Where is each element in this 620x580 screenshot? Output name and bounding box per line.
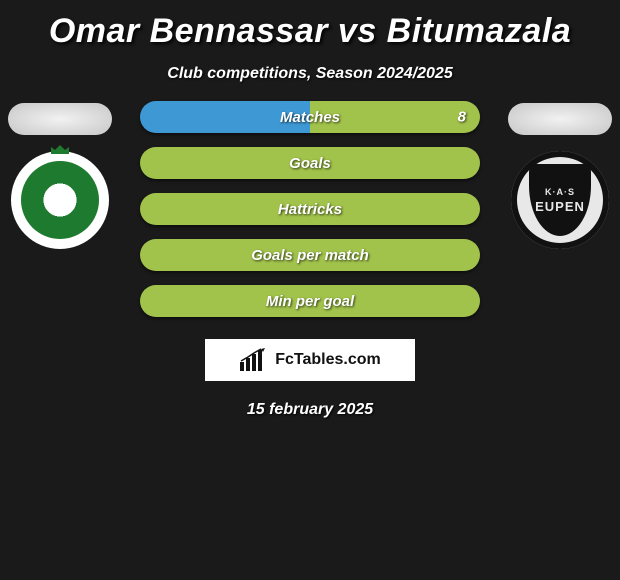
player-right-column: K·A·S EUPEN bbox=[500, 99, 620, 249]
club-badge-right-line2: EUPEN bbox=[535, 199, 585, 214]
player-left-column bbox=[0, 99, 120, 249]
club-badge-right-line1: K·A·S bbox=[545, 187, 575, 197]
branding-box: FcTables.com bbox=[205, 339, 415, 381]
footer-date: 15 february 2025 bbox=[0, 401, 620, 419]
stat-label-mpg: Min per goal bbox=[266, 293, 354, 310]
crown-icon bbox=[49, 143, 71, 155]
branding-text: FcTables.com bbox=[275, 351, 381, 369]
subtitle: Club competitions, Season 2024/2025 bbox=[0, 65, 620, 83]
stat-row-gpm: Goals per match bbox=[140, 239, 480, 271]
stat-row-matches: Matches 8 bbox=[140, 101, 480, 133]
comparison-arena: K·A·S EUPEN Matches 8 Goals Hattricks Go… bbox=[0, 99, 620, 317]
club-badge-left bbox=[11, 151, 109, 249]
page-title: Omar Bennassar vs Bitumazala bbox=[0, 0, 620, 51]
stat-label-gpm: Goals per match bbox=[251, 247, 369, 264]
stat-row-mpg: Min per goal bbox=[140, 285, 480, 317]
stat-row-goals: Goals bbox=[140, 147, 480, 179]
club-badge-left-inner bbox=[21, 161, 99, 239]
player-left-avatar bbox=[8, 103, 112, 135]
stat-row-hattricks: Hattricks bbox=[140, 193, 480, 225]
stat-label-goals: Goals bbox=[289, 155, 331, 172]
club-badge-right: K·A·S EUPEN bbox=[511, 151, 609, 249]
stat-label-matches: Matches bbox=[280, 109, 340, 126]
stat-value-matches-right: 8 bbox=[458, 109, 466, 126]
player-right-avatar bbox=[508, 103, 612, 135]
bars-icon bbox=[239, 348, 269, 372]
stat-rows: Matches 8 Goals Hattricks Goals per matc… bbox=[140, 99, 480, 317]
stat-label-hattricks: Hattricks bbox=[278, 201, 342, 218]
club-badge-right-shield: K·A·S EUPEN bbox=[529, 164, 591, 236]
